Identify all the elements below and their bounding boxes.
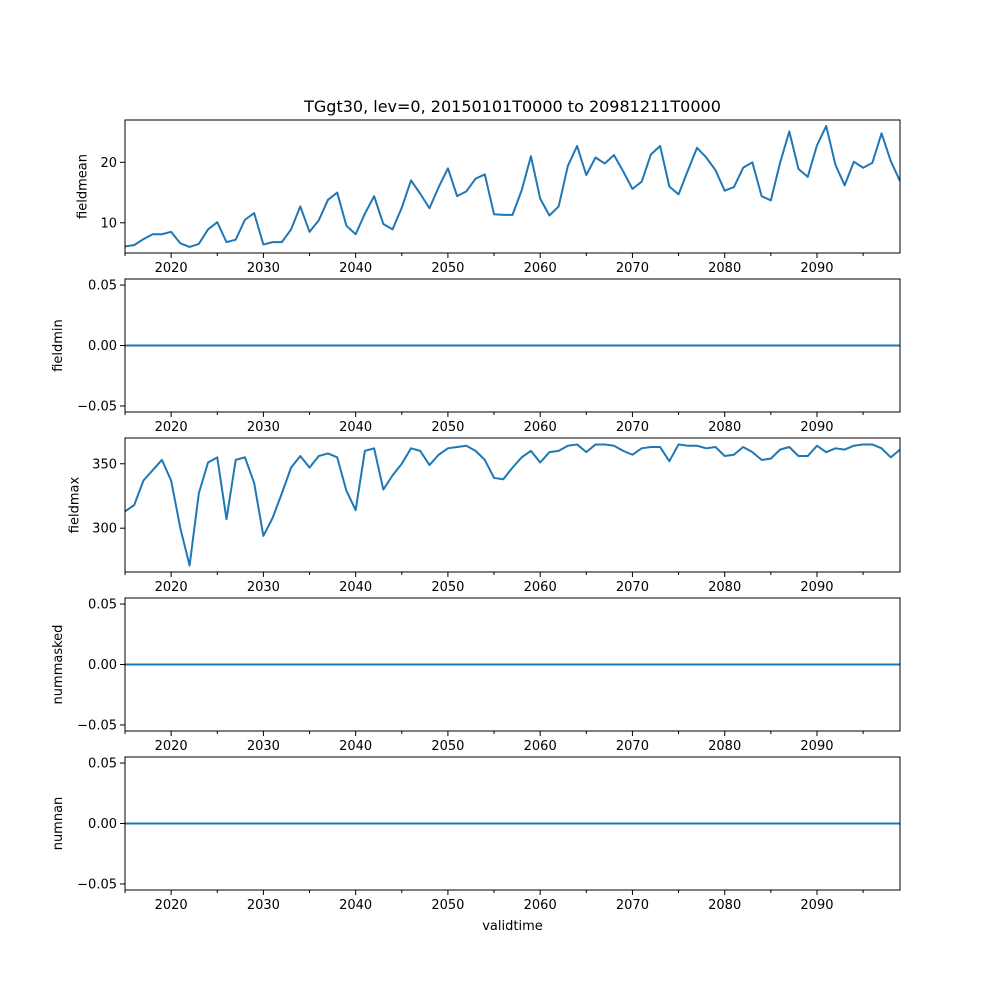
panel-fieldmean: 2020 2030 2040 2050 2060 2070 2080 2090 10 20 fiel… [76, 119, 901, 276]
y-tick-label: −0.05 [77, 877, 117, 892]
axes-frame [124, 119, 901, 254]
x-tick-label: 2050 [431, 580, 464, 595]
y-tick-label: 0.00 [88, 339, 117, 354]
panel-numnan: 2020 2030 2040 2050 2060 2070 2080 2090 −0.05 0.0… [51, 756, 901, 913]
x-tick-label: 2050 [431, 420, 464, 435]
x-tick-label: 2060 [524, 580, 557, 595]
x-tick-label: 2080 [708, 739, 741, 754]
panel-nummasked: 2020 2030 2040 2050 2060 2070 2080 2090 −0.05 0.0… [51, 597, 901, 754]
x-axis-label: validtime [482, 919, 543, 934]
x-tick-label: 2070 [616, 580, 649, 595]
x-tick-label: 2080 [708, 898, 741, 913]
panels: 2020 2030 2040 2050 2060 2070 2080 2090 10 20 fiel… [51, 119, 901, 913]
y-tick-label: −0.05 [77, 718, 117, 733]
chart-title: TGgt30, lev=0, 20150101T0000 to 20981211… [303, 97, 721, 116]
x-tick-label: 2030 [247, 580, 280, 595]
x-tick-label: 2090 [800, 898, 833, 913]
x-tick-label: 2020 [155, 898, 188, 913]
x-tick-label: 2050 [431, 261, 464, 276]
x-tick-label: 2090 [800, 739, 833, 754]
x-tick-label: 2090 [800, 580, 833, 595]
x-tick-label: 2080 [708, 261, 741, 276]
x-tick-label: 2060 [524, 420, 557, 435]
x-tick-label: 2040 [339, 580, 372, 595]
nummasked-ylabel: nummasked [51, 625, 66, 705]
x-tick-label: 2030 [247, 739, 280, 754]
fieldmean-series-line [125, 125, 900, 248]
x-tick-label: 2070 [616, 420, 649, 435]
x-tick-label: 2050 [431, 898, 464, 913]
panel-fieldmin: 2020 2030 2040 2050 2060 2070 2080 2090 −0.05 0.0… [51, 278, 901, 435]
x-tick-label: 2030 [247, 420, 280, 435]
x-tick-label: 2080 [708, 420, 741, 435]
y-tick-label: 0.00 [88, 817, 117, 832]
x-tick-label: 2050 [431, 739, 464, 754]
x-tick-label: 2020 [155, 580, 188, 595]
x-tick-label: 2070 [616, 898, 649, 913]
x-tick-label: 2040 [339, 739, 372, 754]
x-tick-label: 2090 [800, 261, 833, 276]
x-tick-label: 2030 [247, 261, 280, 276]
x-tick-label: 2070 [616, 739, 649, 754]
y-tick-label: 0.05 [88, 757, 117, 772]
x-tick-label: 2020 [155, 420, 188, 435]
x-tick-label: 2060 [524, 739, 557, 754]
y-tick-label: 0.00 [88, 658, 117, 673]
fieldmin-ylabel: fieldmin [51, 319, 66, 372]
y-tick-label: 20 [100, 156, 117, 171]
y-tick-label: 0.05 [88, 598, 117, 613]
x-tick-label: 2020 [155, 261, 188, 276]
y-tick-label: 0.05 [88, 279, 117, 294]
x-tick-label: 2040 [339, 898, 372, 913]
axes-frame [124, 437, 901, 573]
y-tick-label: 10 [100, 216, 117, 231]
x-tick-label: 2090 [800, 420, 833, 435]
y-tick-label: 300 [92, 522, 117, 537]
x-tick-label: 2070 [616, 261, 649, 276]
fieldmax-series-line [125, 443, 900, 567]
y-tick-label: −0.05 [77, 399, 117, 414]
x-tick-label: 2020 [155, 739, 188, 754]
x-tick-label: 2030 [247, 898, 280, 913]
y-tick-label: 350 [92, 457, 117, 472]
panel-fieldmax: 2020 2030 2040 2050 2060 2070 2080 2090 300 350 fi… [67, 437, 901, 595]
numnan-ylabel: numnan [51, 797, 66, 851]
x-tick-label: 2040 [339, 261, 372, 276]
x-tick-label: 2060 [524, 898, 557, 913]
x-tick-label: 2040 [339, 420, 372, 435]
x-tick-label: 2080 [708, 580, 741, 595]
fieldmax-ylabel: fieldmax [67, 477, 82, 534]
fieldmean-ylabel: fieldmean [76, 154, 91, 219]
x-tick-label: 2060 [524, 261, 557, 276]
